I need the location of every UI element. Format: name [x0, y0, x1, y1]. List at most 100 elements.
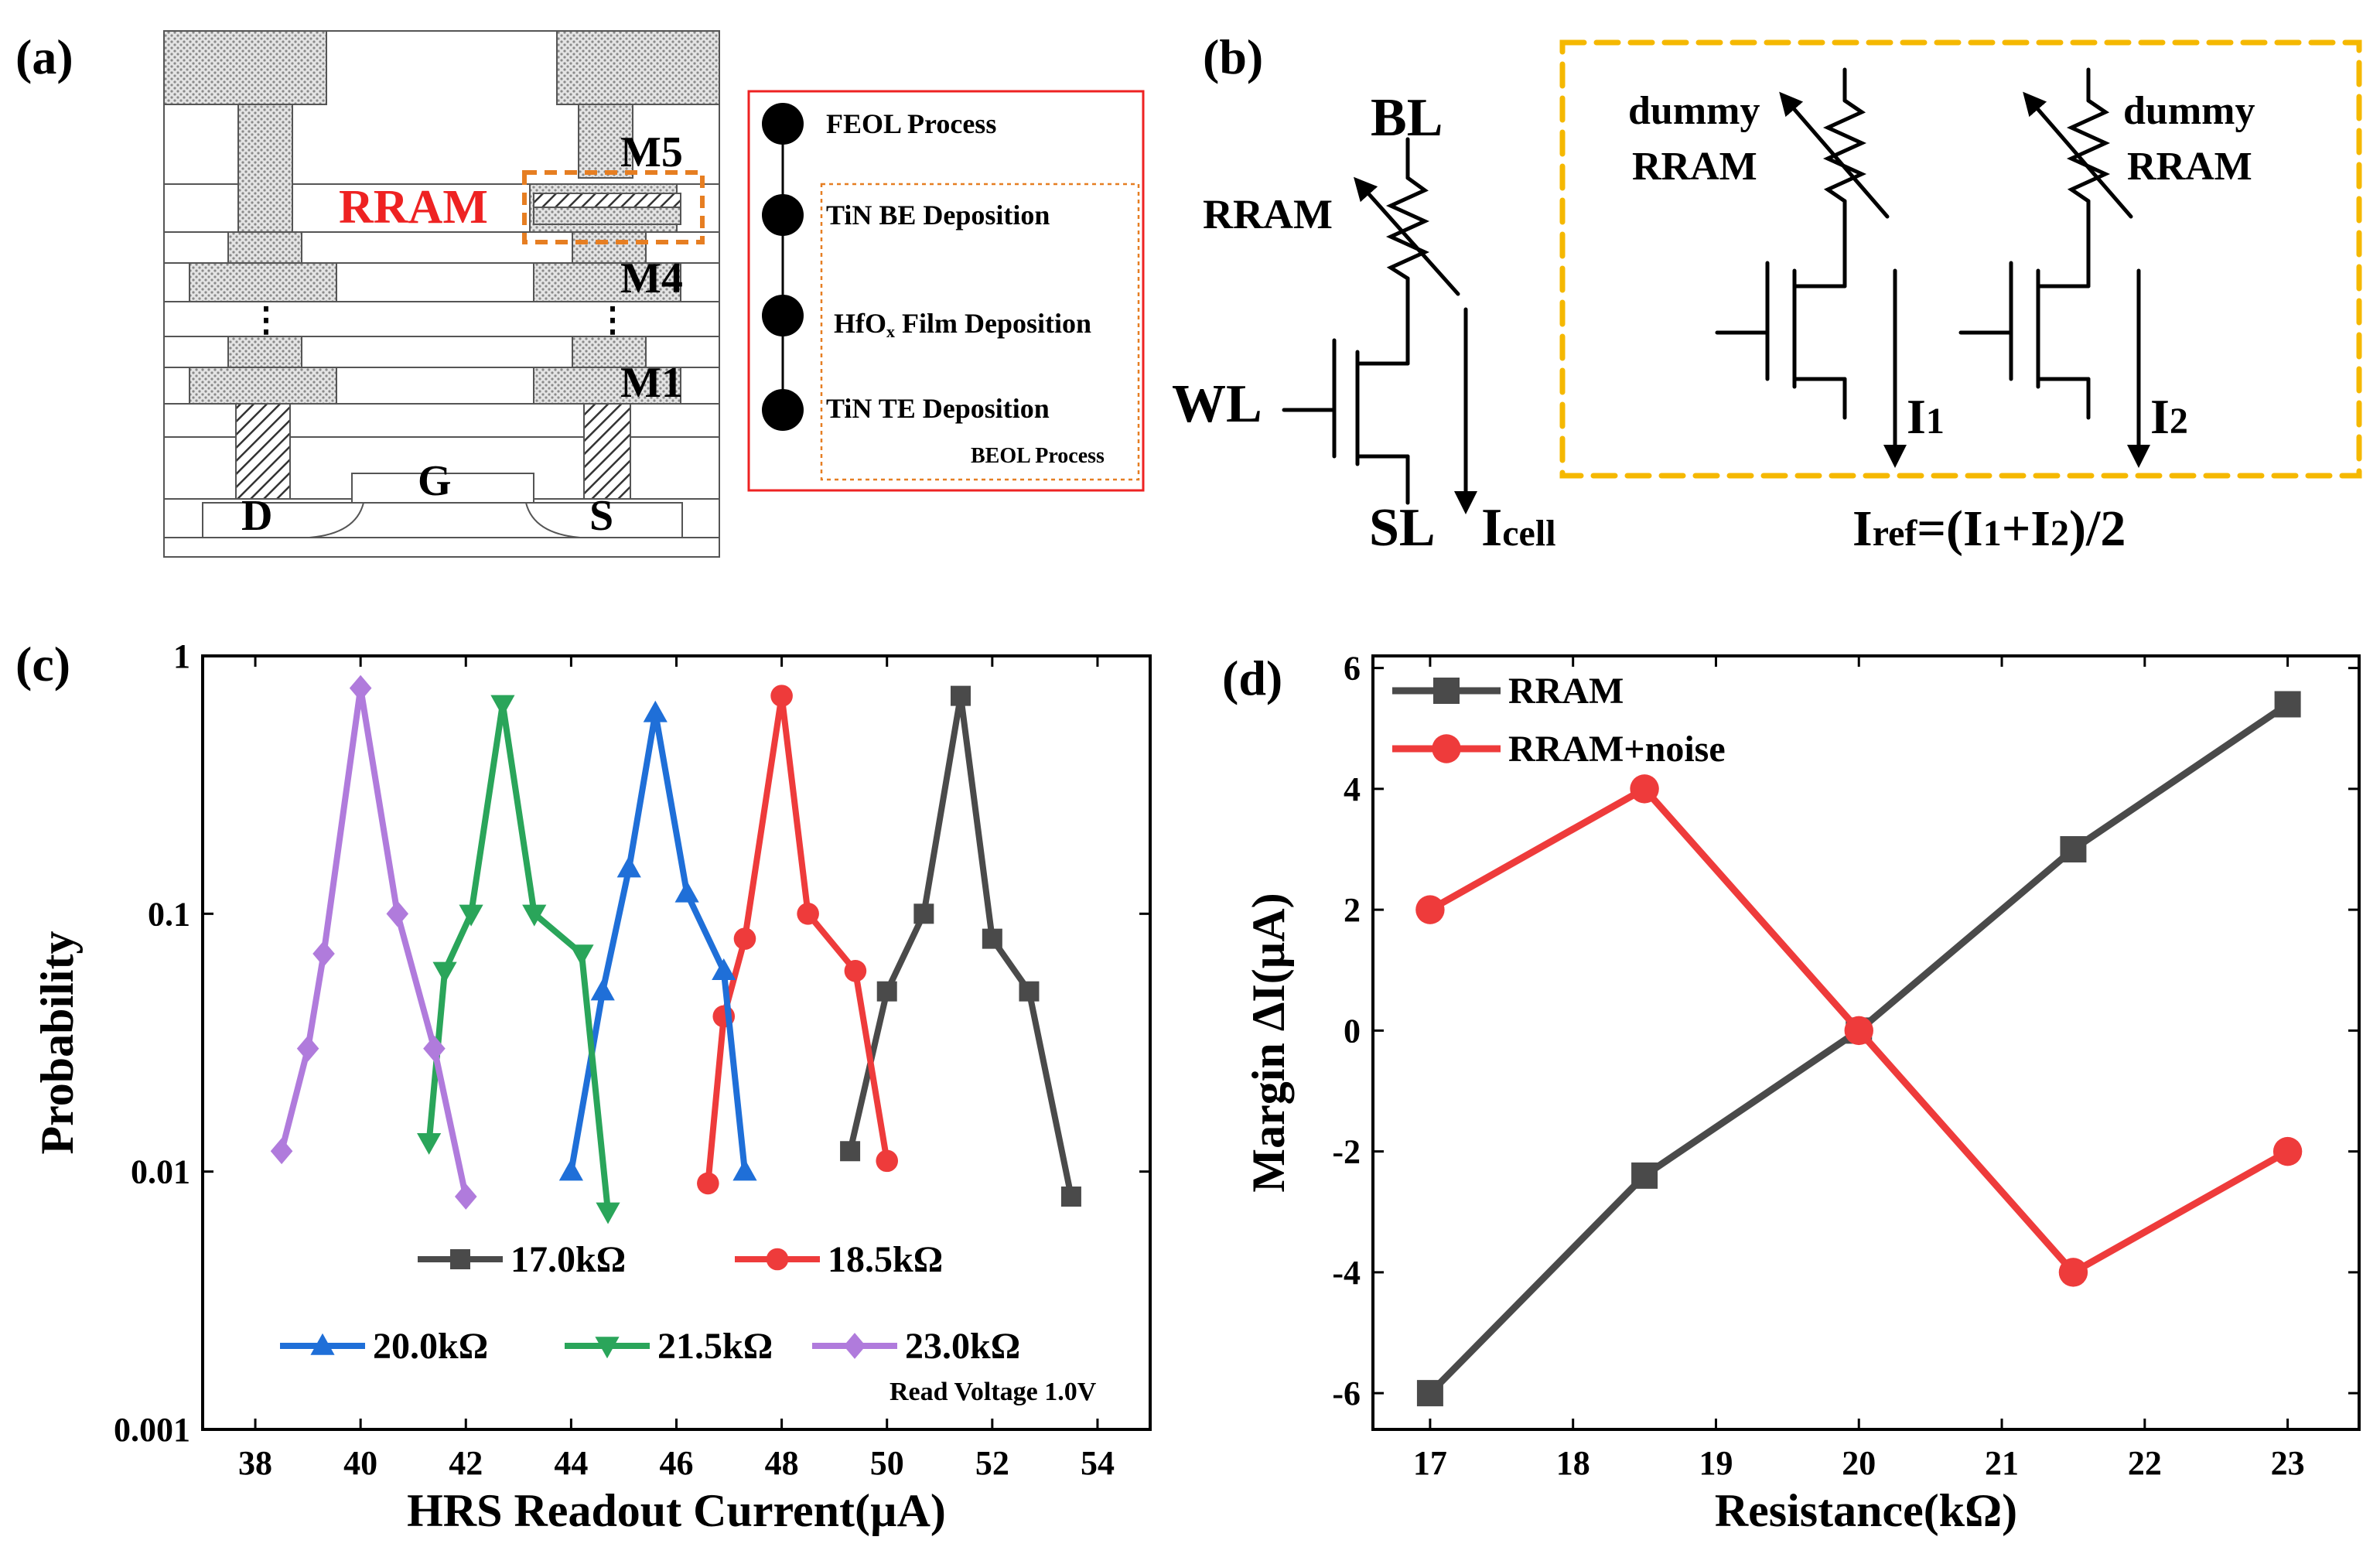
- terminal-source: S: [589, 492, 613, 540]
- legend-entry: RRAM+noise: [1392, 729, 1726, 770]
- legend-label: 20.0kΩ: [373, 1326, 488, 1367]
- data-point: [270, 1138, 293, 1165]
- data-point: [982, 928, 1002, 949]
- legend-entry: 23.0kΩ: [812, 1326, 1020, 1367]
- data-point: [596, 1202, 620, 1224]
- legend-marker: [310, 1333, 335, 1355]
- process-step-marker: [762, 103, 804, 145]
- y-axis-label: Probability: [32, 931, 83, 1155]
- layer-label-rram: RRAM: [339, 181, 488, 234]
- dummy-rram-2-line2: RRAM: [2127, 145, 2252, 189]
- panel-b: (b) BL RRAM WL SL Icell: [1172, 29, 2362, 558]
- data-point: [732, 1159, 757, 1181]
- layer-label-m4: M4: [620, 254, 683, 302]
- panel-a: (a): [15, 29, 1145, 558]
- panel-d-label: (d): [1222, 651, 1282, 705]
- data-point: [840, 1141, 861, 1162]
- process-te: TiN TE Deposition: [826, 393, 1050, 424]
- series-18-5k-: [697, 685, 899, 1195]
- series-21-5k-: [417, 695, 620, 1224]
- y-tick-label: 4: [1344, 770, 1361, 808]
- data-point: [616, 855, 641, 878]
- data-point: [1416, 1380, 1443, 1407]
- data-point: [844, 959, 867, 982]
- data-point: [349, 674, 372, 702]
- legend-marker: [450, 1249, 470, 1269]
- x-tick-label: 54: [1081, 1444, 1115, 1482]
- y-tick-label: 0.001: [114, 1411, 190, 1449]
- data-point: [312, 941, 335, 967]
- panel-c: (c) 38 40 42 44 46 48 50 52 54 0.001 0.01 0.1 1 HRS R…: [15, 637, 1152, 1536]
- process-step-marker: [762, 295, 804, 336]
- legend-entry: 18.5kΩ: [735, 1239, 943, 1280]
- dummy-circuit-2: [1958, 67, 2150, 468]
- data-point: [913, 903, 934, 924]
- data-point: [2058, 1258, 2088, 1287]
- y-tick-label: 1: [173, 637, 190, 675]
- legend-marker: [843, 1333, 866, 1359]
- series-rram-noise: [1415, 774, 2303, 1287]
- x-tick-label: 46: [660, 1444, 694, 1482]
- bitline-label: BL: [1371, 88, 1443, 148]
- legend-marker: [1433, 678, 1460, 704]
- series-17-0k-: [840, 685, 1081, 1207]
- data-point: [2060, 836, 2087, 862]
- x-tick-label: 21: [1985, 1444, 2019, 1482]
- data-point: [2272, 1136, 2303, 1166]
- data-point: [1844, 1016, 1873, 1046]
- x-tick-label: 38: [238, 1444, 272, 1482]
- process-hfo: HfOx Film Deposition: [834, 308, 1091, 341]
- ellipsis-right: ⋮: [596, 301, 630, 339]
- process-beol: BEOL Process: [971, 444, 1105, 468]
- x-tick-label: 20: [1842, 1444, 1876, 1482]
- data-point: [296, 1035, 319, 1062]
- dummy-circuit-1: [1715, 67, 1907, 468]
- data-point: [590, 978, 615, 1001]
- x-tick-label: 52: [975, 1444, 1009, 1482]
- x-tick-label: 23: [2271, 1444, 2305, 1482]
- x-tick-label: 19: [1699, 1444, 1733, 1482]
- sourceline-label: SL: [1369, 498, 1436, 558]
- rram-highlight-box: [522, 170, 705, 244]
- y-tick-label: 6: [1344, 650, 1361, 688]
- legend-label: RRAM: [1508, 671, 1624, 712]
- legend-entry: RRAM: [1392, 671, 1624, 712]
- legend-entry: 21.5kΩ: [565, 1326, 773, 1367]
- legend-marker: [766, 1248, 789, 1271]
- data-point: [733, 927, 756, 950]
- data-point: [2274, 691, 2301, 718]
- device-cross-section: [163, 30, 720, 558]
- series-23-0k-: [270, 674, 477, 1210]
- legend-label: 17.0kΩ: [510, 1239, 626, 1280]
- x-tick-label: 50: [870, 1444, 904, 1482]
- dummy-rram-2-line1: dummy: [2123, 89, 2255, 133]
- rram-label: RRAM: [1203, 191, 1333, 237]
- process-be: TiN BE Deposition: [826, 200, 1050, 231]
- iref-equation: Iref=(I1+I2)/2: [1852, 500, 2126, 557]
- chart-d: 17 18 19 20 21 22 23 -6 -4 -2 0 2 4 6 Resistance(kΩ) Ma…: [1243, 650, 2361, 1536]
- legend-entry: 17.0kΩ: [418, 1239, 626, 1280]
- panel-b-label: (b): [1203, 29, 1263, 84]
- legend-marker: [1432, 734, 1461, 763]
- data-point: [1631, 1162, 1658, 1189]
- series-20-0k-: [558, 700, 757, 1181]
- data-point: [1019, 981, 1040, 1002]
- process-step-marker: [762, 389, 804, 431]
- x-tick-label: 44: [554, 1444, 588, 1482]
- legend-label: 18.5kΩ: [828, 1239, 943, 1280]
- cell-circuit: [1282, 137, 1477, 514]
- legend-label: RRAM+noise: [1508, 729, 1726, 770]
- panel-d: (d) 17 18 19 20 21 22 23 -6 -4 -2 0 2 4 6 Resistance(k…: [1222, 650, 2361, 1536]
- legend-label: 21.5kΩ: [657, 1326, 773, 1367]
- y-tick-label: 2: [1344, 891, 1361, 929]
- data-point: [1630, 774, 1659, 804]
- dummy-rram-1-line2: RRAM: [1632, 145, 1757, 189]
- data-point: [797, 903, 819, 925]
- y-tick-label: 0: [1344, 1012, 1361, 1050]
- x-axis-label: HRS Readout Current(µA): [407, 1485, 946, 1536]
- x-tick-label: 17: [1413, 1444, 1447, 1482]
- y-tick-label: -6: [1332, 1374, 1361, 1412]
- series-rram: [1416, 691, 2301, 1407]
- terminal-drain: D: [241, 492, 272, 540]
